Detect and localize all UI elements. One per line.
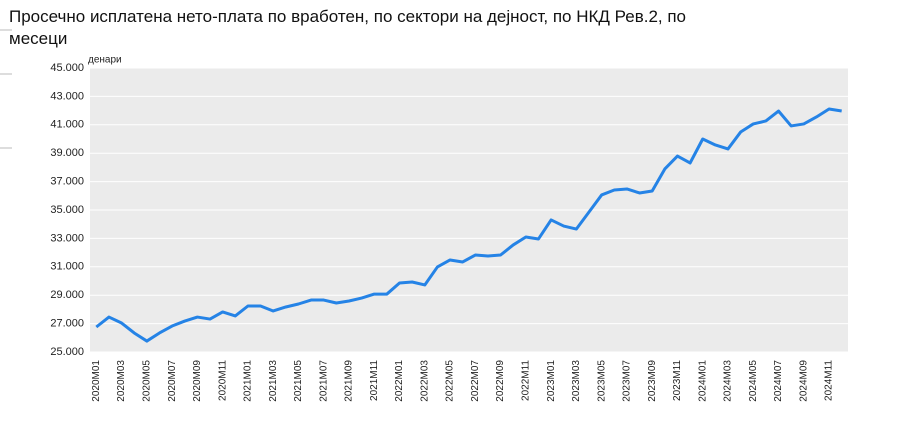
x-tick-label: 2020M05: [141, 360, 152, 402]
y-tick-label: 45.000: [50, 62, 84, 74]
x-tick-label: 2024M03: [723, 360, 734, 402]
y-tick-label: 27.000: [50, 318, 84, 330]
x-tick-label: 2021M01: [243, 360, 254, 402]
x-tick-label: 2023M05: [596, 360, 607, 402]
x-tick-label: 2023M11: [672, 360, 683, 401]
x-tick-label: 2023M01: [546, 360, 557, 402]
x-tick-label: 2022M07: [470, 360, 481, 402]
y-tick-label: 39.000: [50, 147, 84, 159]
y-tick-label: 25.000: [50, 346, 84, 358]
y-tick-label: 43.000: [50, 90, 84, 102]
y-tick-label: 29.000: [50, 289, 84, 301]
chart-title: Просечно исплатена нето-плата по вработе…: [9, 7, 686, 26]
x-tick-label: 2021M05: [293, 360, 304, 402]
x-tick-label: 2022M03: [419, 360, 430, 402]
x-tick-label: 2023M09: [647, 360, 658, 402]
x-tick-label: 2021M07: [318, 360, 329, 402]
y-tick-label: 33.000: [50, 232, 84, 244]
x-tick-label: 2024M11: [824, 360, 835, 401]
y-axis-label: денари: [88, 55, 122, 66]
x-tick-label: 2023M07: [622, 360, 633, 402]
x-tick-label: 2022M11: [520, 360, 531, 401]
x-tick-label: 2021M03: [268, 360, 279, 402]
x-tick-label: 2023M03: [571, 360, 582, 402]
y-tick-label: 31.000: [50, 261, 84, 273]
x-tick-label: 2020M03: [116, 360, 127, 402]
x-tick-label: 2021M09: [344, 360, 355, 402]
y-tick-label: 35.000: [50, 204, 84, 216]
x-tick-label: 2024M05: [748, 360, 759, 402]
x-tick-label: 2024M07: [773, 360, 784, 402]
x-tick-label: 2021M11: [369, 360, 380, 401]
x-tick-label: 2024M01: [697, 360, 708, 402]
chart-title: месеци: [9, 29, 67, 48]
x-tick-label: 2024M09: [798, 360, 809, 402]
x-tick-label: 2020M01: [91, 360, 102, 402]
x-tick-label: 2020M11: [217, 360, 228, 401]
y-tick-label: 37.000: [50, 176, 84, 188]
x-tick-label: 2022M09: [495, 360, 506, 402]
x-tick-label: 2020M07: [167, 360, 178, 402]
x-tick-label: 2020M09: [192, 360, 203, 402]
x-tick-label: 2022M05: [445, 360, 456, 402]
line: [95, 107, 842, 343]
y-tick-label: 41.000: [50, 119, 84, 131]
x-tick-label: 2022M01: [394, 360, 405, 402]
